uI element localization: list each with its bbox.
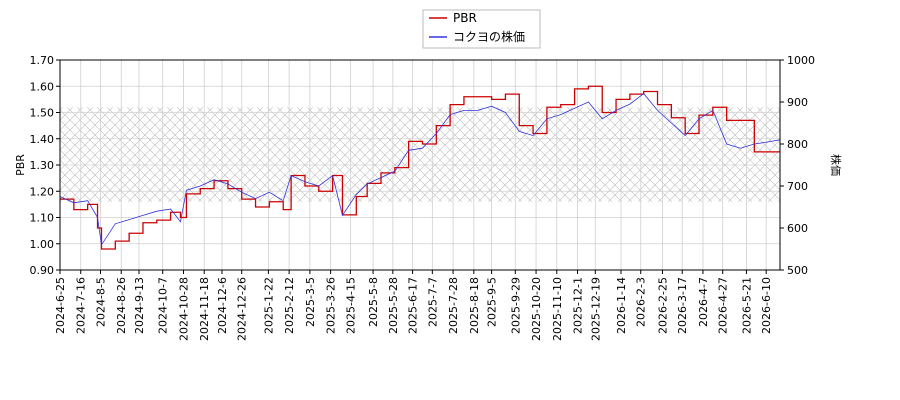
x-tick-label: 2026-4-7 — [697, 277, 710, 327]
x-tick-label: 2025-5-8 — [367, 277, 380, 327]
x-tick-label: 2025-6-17 — [407, 277, 420, 334]
x-tick-label: 2024-10-7 — [157, 277, 170, 334]
x-tick-label: 2025-11-10 — [551, 277, 564, 341]
x-tick-label: 2025-3-5 — [304, 277, 317, 327]
x-tick-label: 2026-4-27 — [717, 277, 730, 334]
x-tick-label: 2024-7-16 — [75, 277, 88, 334]
x-tick-label: 2026-1-14 — [615, 277, 628, 334]
x-tick-label: 2025-9-29 — [509, 277, 522, 334]
x-tick-label: 2025-9-5 — [486, 277, 499, 327]
shaded-range — [60, 107, 780, 202]
legend-box — [422, 9, 541, 49]
x-tick-label: 2025-4-15 — [344, 277, 357, 334]
y-tick-label: 1.20 — [30, 185, 55, 198]
y2-tick-label: 800 — [787, 138, 808, 151]
y-tick-label: 1.50 — [30, 107, 55, 120]
y-tick-label: 1.40 — [30, 133, 55, 146]
x-tick-label: 2024-11-18 — [198, 277, 211, 341]
y2-tick-label: 700 — [787, 180, 808, 193]
y-tick-label: 1.10 — [30, 212, 55, 225]
x-tick-label: 2025-2-12 — [283, 277, 296, 334]
legend-label: PBR — [453, 11, 477, 25]
y-tick-label: 1.60 — [30, 80, 55, 93]
y-tick-label: 1.70 — [30, 54, 55, 67]
x-tick-label: 2024-9-13 — [133, 277, 146, 334]
x-tick-label: 2025-12-1 — [572, 277, 585, 334]
x-tick-label: 2025-3-26 — [325, 277, 338, 334]
y2-tick-label: 600 — [787, 222, 808, 235]
x-tick-label: 2026-2-3 — [635, 277, 648, 327]
y-tick-label: 0.90 — [30, 264, 55, 277]
x-tick-label: 2025-8-18 — [468, 277, 481, 334]
y2-axis-label: 株価 — [829, 154, 843, 176]
x-tick-label: 2025-10-20 — [530, 277, 543, 341]
x-tick-label: 2024-12-26 — [236, 277, 249, 341]
y-tick-label: 1.30 — [30, 159, 55, 172]
x-tick-label: 2024-12-6 — [216, 277, 229, 334]
y2-tick-label: 1000 — [787, 54, 815, 67]
y-tick-label: 1.00 — [30, 238, 55, 251]
series-line — [59, 93, 781, 246]
legend-label: コクヨの株価 — [453, 29, 525, 44]
y-axis-label: PBR — [14, 154, 27, 176]
x-tick-label: 2026-3-17 — [676, 277, 689, 334]
x-tick-label: 2026-5-21 — [740, 277, 753, 334]
x-tick-label: 2024-6-25 — [54, 277, 67, 334]
x-tick-label: 2025-12-19 — [589, 277, 602, 341]
x-tick-label: 2024-8-5 — [94, 277, 107, 327]
x-tick-label: 2025-7-28 — [447, 277, 460, 334]
x-tick-label: 2025-5-28 — [387, 277, 400, 334]
y2-tick-label: 900 — [787, 96, 808, 109]
x-tick-label: 2026-2-25 — [656, 277, 669, 334]
x-tick-label: 2025-1-22 — [262, 277, 275, 334]
x-tick-label: 2024-10-28 — [177, 277, 190, 341]
x-tick-label: 2026-6-10 — [760, 277, 773, 334]
y2-tick-label: 500 — [787, 264, 808, 277]
x-tick-label: 2025-7-7 — [426, 277, 439, 327]
x-tick-label: 2024-8-26 — [115, 277, 128, 334]
